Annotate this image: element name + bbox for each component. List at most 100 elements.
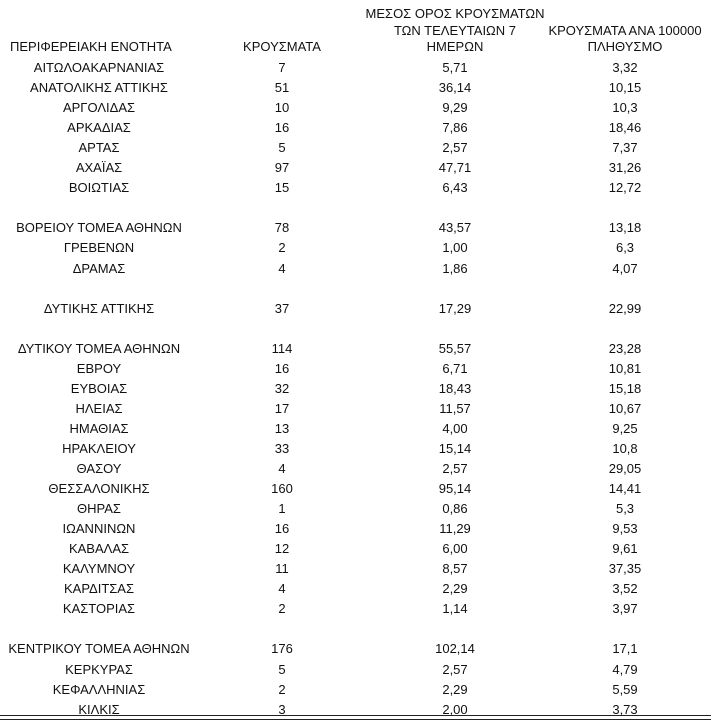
cell-value: 36,14	[438, 80, 472, 96]
region-name: ΚΑΒΑΛΑΣ	[68, 541, 130, 557]
cell-value: 3,32	[612, 60, 638, 75]
cell-value: 2	[278, 240, 286, 256]
cell-value: 3,97	[612, 601, 638, 617]
cell-value: 1,00	[442, 240, 468, 256]
cell-value: 37	[274, 300, 290, 316]
cell-value: 95,14	[438, 481, 472, 497]
cell-value: 9,29	[442, 100, 468, 116]
bottom-rule	[0, 715, 711, 716]
cell-value: 8,57	[442, 561, 468, 577]
cell-value: 6,00	[442, 541, 468, 557]
cell-value: 4,79	[612, 661, 638, 677]
region-name: ΘΑΣΟΥ	[76, 461, 122, 476]
region-name: ΚΑΣΤΟΡΙΑΣ	[62, 601, 136, 617]
region-name: ΑΧΑΪΑΣ	[75, 160, 123, 176]
cell-value: 15,18	[608, 380, 642, 396]
region-name: ΔΥΤΙΚΟΥ ΤΟΜΕΑ ΑΘΗΝΩΝ	[17, 340, 181, 356]
cell-value: 16	[274, 120, 290, 136]
cell-value: 4,00	[442, 420, 468, 436]
cell-value: 9,53	[612, 521, 638, 537]
cell-value: 10,8	[612, 440, 638, 456]
cell-value: 23,28	[608, 340, 642, 356]
cell-value: 78	[274, 220, 290, 236]
cell-value: 114	[271, 340, 293, 356]
region-name: ΓΡΕΒΕΝΩΝ	[63, 240, 135, 256]
cell-value: 7,86	[442, 120, 468, 136]
cell-value: 6,71	[442, 360, 468, 376]
cell-value: 97	[274, 160, 290, 176]
cell-value: 47,71	[438, 160, 472, 176]
cell-value: 37,35	[608, 561, 642, 577]
cell-value: 6,43	[442, 180, 468, 196]
region-name: ΗΛΕΙΑΣ	[75, 400, 123, 416]
region-name: ΑΙΤΩΛΟΑΚΑΡΝΑΝΙΑΣ	[33, 60, 165, 75]
cell-value: 3	[278, 701, 286, 717]
cell-value: 7,37	[612, 140, 638, 156]
cell-value: 2	[278, 681, 286, 697]
region-name: ΒΟΡΕΙΟΥ ΤΟΜΕΑ ΑΘΗΝΩΝ	[16, 220, 182, 236]
cell-value: 176	[271, 641, 293, 657]
cell-value: 1	[278, 501, 286, 517]
region-name: ΚΕΡΚΥΡΑΣ	[65, 661, 133, 677]
cell-value: 16	[274, 360, 290, 376]
cell-value: 1,14	[442, 601, 468, 617]
cell-value: 32	[274, 380, 290, 396]
region-name: ΒΟΙΩΤΙΑΣ	[68, 180, 130, 196]
region-name: ΚΕΝΤΡΙΚΟΥ ΤΟΜΕΑ ΑΘΗΝΩΝ	[8, 641, 190, 657]
cell-value: 2,29	[442, 681, 468, 697]
cell-value: 18,46	[608, 120, 642, 136]
cell-value: 15,14	[438, 440, 472, 456]
cell-value: 2,57	[442, 140, 468, 156]
column-header: ΚΡΟΥΣΜΑΤΑ ΑΝΑ 100000	[548, 22, 702, 38]
cell-value: 11,29	[439, 521, 471, 537]
cell-value: 4	[278, 581, 286, 597]
cell-value: 3,52	[612, 581, 638, 597]
cell-value: 2,29	[442, 581, 468, 597]
region-name: ΘΕΣΣΑΛΟΝΙΚΗΣ	[48, 481, 150, 497]
region-name: ΗΜΑΘΙΑΣ	[69, 420, 129, 436]
cell-value: 5	[278, 140, 286, 156]
region-name: ΕΒΡΟΥ	[76, 360, 122, 376]
cell-value: 5,71	[442, 60, 468, 75]
column-header: ΠΛΗΘΥΣΜΟ	[587, 39, 663, 54]
region-name: ΑΡΓΟΛΙΔΑΣ	[62, 100, 136, 116]
cell-value: 29,05	[608, 461, 642, 476]
cell-value: 2	[278, 601, 286, 617]
cell-value: 13	[274, 420, 290, 436]
cell-value: 10,15	[608, 80, 642, 96]
cell-value: 4	[278, 260, 286, 276]
region-name: ΑΡΤΑΣ	[78, 140, 120, 156]
region-name: ΚΑΡΔΙΤΣΑΣ	[63, 581, 135, 597]
region-name: ΗΡΑΚΛΕΙΟΥ	[62, 440, 136, 456]
region-name: ΕΥΒΟΙΑΣ	[70, 380, 128, 396]
cell-value: 10,81	[608, 360, 642, 376]
region-name: ΑΝΑΤΟΛΙΚΗΣ ΑΤΤΙΚΗΣ	[30, 80, 168, 96]
cell-value: 17,29	[438, 300, 472, 316]
cell-value: 9,61	[612, 541, 638, 557]
cell-value: 31,26	[608, 160, 642, 176]
cell-value: 6,3	[615, 240, 635, 256]
cell-value: 7	[278, 60, 286, 75]
cell-value: 2,57	[442, 661, 468, 677]
cell-value: 5,3	[615, 501, 635, 517]
cell-value: 2,00	[442, 701, 468, 717]
column-header: ΚΡΟΥΣΜΑΤΑ	[243, 39, 321, 54]
cell-value: 102,14	[435, 641, 475, 657]
cell-value: 0,86	[442, 501, 468, 517]
region-name: ΚΑΛΥΜΝΟΥ	[62, 561, 136, 577]
cell-value: 1,86	[442, 260, 468, 276]
cell-value: 160	[271, 481, 293, 497]
cell-value: 14,41	[608, 481, 642, 497]
region-name: ΔΡΑΜΑΣ	[72, 260, 126, 276]
cell-value: 5	[278, 661, 286, 677]
cell-value: 11,57	[439, 400, 471, 416]
cell-value: 11	[275, 561, 289, 577]
region-name: ΔΥΤΙΚΗΣ ΑΤΤΙΚΗΣ	[43, 300, 155, 316]
cell-value: 15	[274, 180, 290, 196]
region-name: ΘΗΡΑΣ	[77, 501, 121, 517]
cell-value: 18,43	[438, 380, 472, 396]
cell-value: 3,73	[612, 701, 638, 717]
cell-value: 5,59	[612, 681, 638, 697]
cell-value: 43,57	[438, 220, 472, 236]
